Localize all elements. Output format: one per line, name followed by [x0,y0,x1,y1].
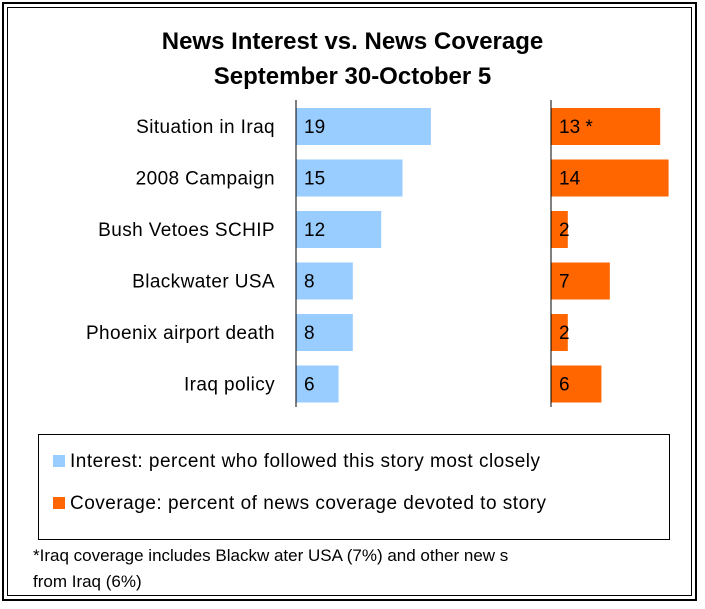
interest-bar [296,314,353,351]
footnote-line-1: *Iraq coverage includes Blackw ater USA … [33,546,509,565]
footnote-line-2: from Iraq (6%) [33,572,142,591]
chart-subtitle: September 30-October 5 [213,63,492,90]
legend-item-interest: Interest: percent who followed this stor… [53,451,541,473]
coverage-value-label: 6 [559,375,570,396]
legend-label-coverage: Coverage: percent of news coverage devot… [70,493,547,514]
coverage-value-label: 13 * [559,117,593,138]
interest-bar [296,159,403,197]
interest-value-label: 15 [304,169,325,190]
chart-title: News Interest vs. News Coverage [161,28,544,55]
legend: Interest: percent who followed this stor… [38,434,670,540]
coverage-bar [551,365,602,403]
coverage-bar [551,211,568,248]
legend-item-coverage: Coverage: percent of news coverage devot… [53,493,546,515]
coverage-bar [551,314,568,351]
interest-value-label: 8 [304,272,315,293]
interest-bar [296,365,339,403]
legend-swatch-coverage [53,497,65,509]
interest-value-label: 8 [304,323,315,344]
coverage-bar [551,159,669,197]
interest-value-label: 19 [304,117,325,138]
interest-value-label: 12 [304,220,325,241]
category-label: Situation in Iraq [136,117,275,138]
coverage-bar [551,262,610,300]
coverage-value-label: 2 [559,323,570,344]
category-label: Iraq policy [184,375,275,396]
category-label: Phoenix airport death [86,323,275,344]
category-label: Blackwater USA [132,272,275,293]
category-label: 2008 Campaign [136,169,275,190]
coverage-bar [551,108,661,145]
category-label: Bush Vetoes SCHIP [98,220,275,241]
interest-bar [296,262,353,300]
coverage-value-label: 7 [559,272,570,293]
interest-bar [296,108,431,145]
interest-value-label: 6 [304,375,315,396]
legend-label-interest: Interest: percent who followed this stor… [70,451,541,472]
bar-chart: Situation in Iraq 2008 Campaign Bush Vetoe… [86,100,669,407]
interest-bar [296,211,382,248]
coverage-value-label: 14 [559,169,581,190]
legend-swatch-interest [53,455,65,467]
coverage-value-label: 2 [559,220,570,241]
